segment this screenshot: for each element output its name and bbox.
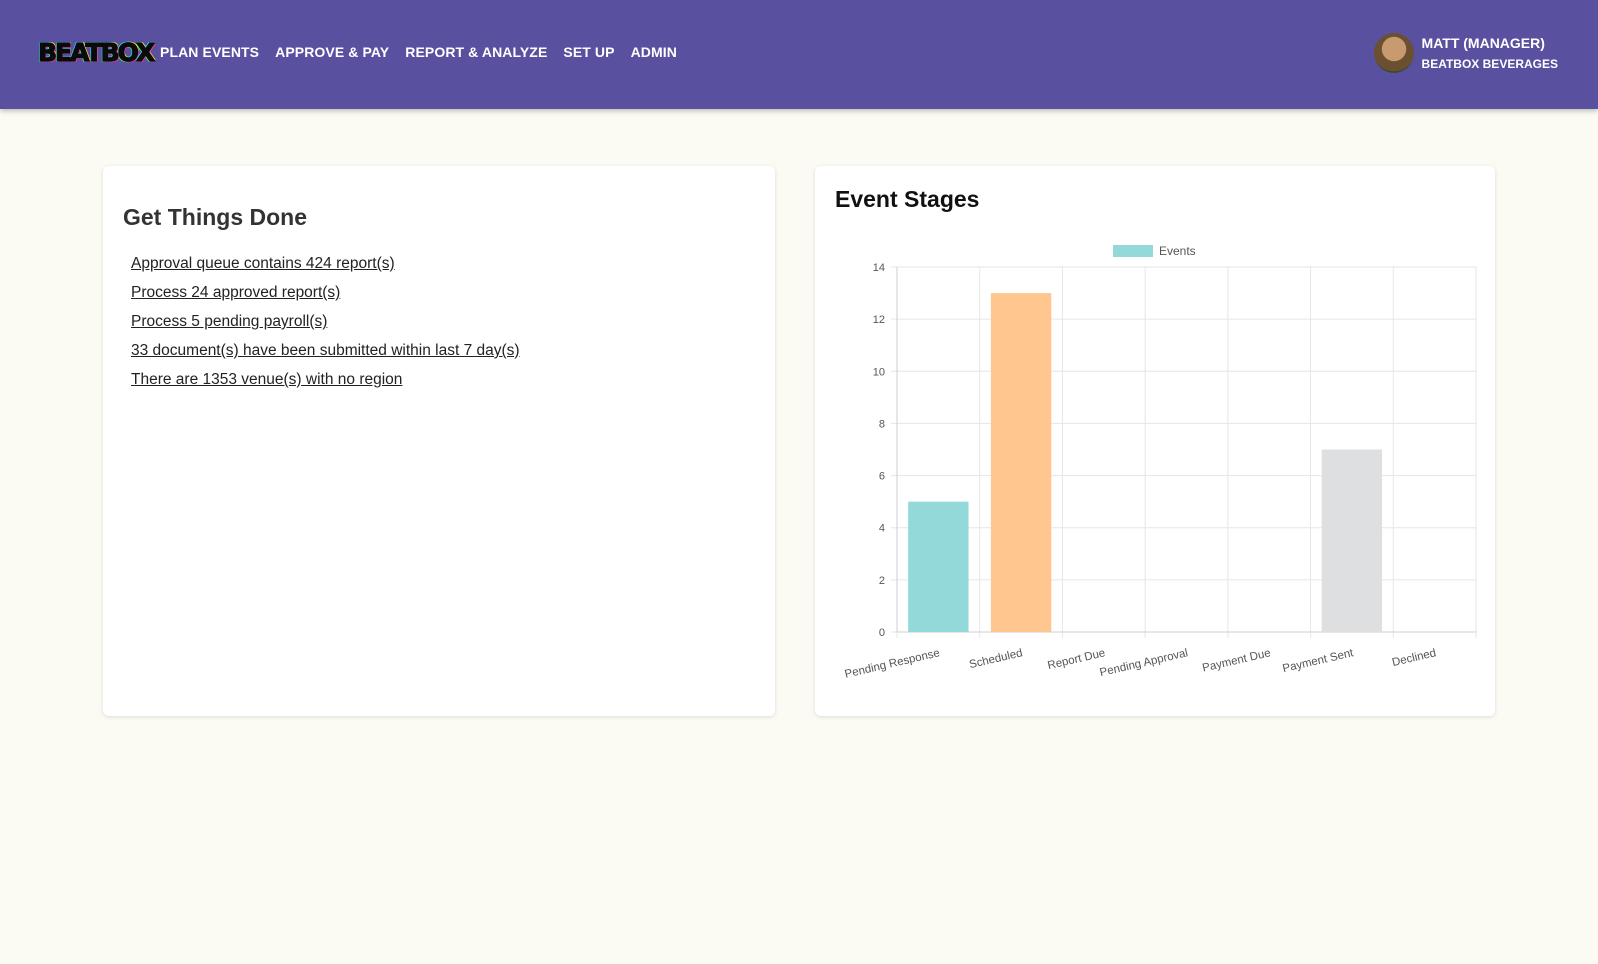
x-tick-label: Payment Due (1201, 647, 1272, 674)
legend-swatch (1113, 245, 1153, 257)
task-list: Approval queue contains 424 report(s) Pr… (131, 254, 520, 399)
task-link-approval-queue[interactable]: Approval queue contains 424 report(s) (131, 255, 395, 272)
x-tick-label: Declined (1391, 647, 1437, 669)
y-tick-label: 10 (873, 366, 885, 378)
list-item: Process 5 pending payroll(s) (131, 312, 520, 331)
task-link-venues-no-region[interactable]: There are 1353 venue(s) with no region (131, 371, 403, 388)
card-title: Get Things Done (123, 204, 307, 230)
list-item: There are 1353 venue(s) with no region (131, 370, 520, 389)
chart-bar[interactable] (1321, 449, 1383, 633)
x-tick-label: Pending Approval (1099, 647, 1190, 679)
y-tick-label: 14 (873, 262, 885, 274)
user-name: MATT (MANAGER) (1421, 35, 1545, 51)
event-stages-chart: 0 2 4 6 8 10 12 14 Pending Response Scheduled Repo… (844, 244, 1477, 681)
chart-title: Event Stages (835, 186, 980, 212)
x-tick-label: Pending Response (844, 647, 941, 681)
task-link-pending-payroll[interactable]: Process 5 pending payroll(s) (131, 313, 328, 330)
nav-plan-events[interactable]: PLAN EVENTS (160, 44, 260, 60)
nav-admin[interactable]: ADMIN (630, 44, 677, 60)
chart-bar[interactable] (908, 501, 969, 632)
y-tick-label: 0 (879, 627, 885, 639)
logo-text: BEATBOX (37, 37, 156, 67)
main-nav: PLAN EVENTS APPROVE & PAY REPORT & ANALY… (160, 44, 693, 60)
y-tick-label: 12 (873, 314, 885, 326)
y-tick-label: 4 (879, 523, 885, 535)
list-item: Approval queue contains 424 report(s) (131, 254, 520, 273)
list-item: Process 24 approved report(s) (131, 283, 520, 302)
y-tick-label: 8 (879, 418, 885, 430)
user-info: MATT (MANAGER) BEATBOX BEVERAGES (1422, 35, 1558, 71)
top-navbar: BEATBOX PLAN EVENTS APPROVE & PAY REPORT… (0, 0, 1598, 109)
nav-set-up[interactable]: SET UP (563, 44, 615, 60)
legend-label: Events (1159, 244, 1196, 258)
chart-bar[interactable] (990, 293, 1052, 632)
x-tick-label: Report Due (1046, 647, 1106, 672)
user-menu[interactable]: MATT (MANAGER) BEATBOX BEVERAGES (1373, 33, 1558, 73)
nav-report-analyze[interactable]: REPORT & ANALYZE (405, 44, 548, 60)
get-things-done-card: Get Things Done Approval queue contains … (103, 166, 775, 716)
y-tick-label: 6 (879, 471, 885, 483)
list-item: 33 document(s) have been submitted withi… (131, 341, 520, 360)
beatbox-logo[interactable]: BEATBOX (37, 36, 156, 68)
task-link-approved-reports[interactable]: Process 24 approved report(s) (131, 284, 341, 301)
nav-approve-pay[interactable]: APPROVE & PAY (275, 44, 390, 60)
task-link-documents-submitted[interactable]: 33 document(s) have been submitted withi… (131, 342, 520, 359)
x-tick-label: Payment Sent (1282, 647, 1356, 675)
avatar[interactable] (1373, 33, 1414, 73)
user-organization: BEATBOX BEVERAGES (1421, 57, 1558, 71)
event-stages-card: Event Stages 0 2 4 6 8 10 12 14 Pending Response… (815, 166, 1495, 716)
x-tick-label: Scheduled (968, 647, 1024, 671)
y-tick-label: 2 (879, 575, 885, 587)
